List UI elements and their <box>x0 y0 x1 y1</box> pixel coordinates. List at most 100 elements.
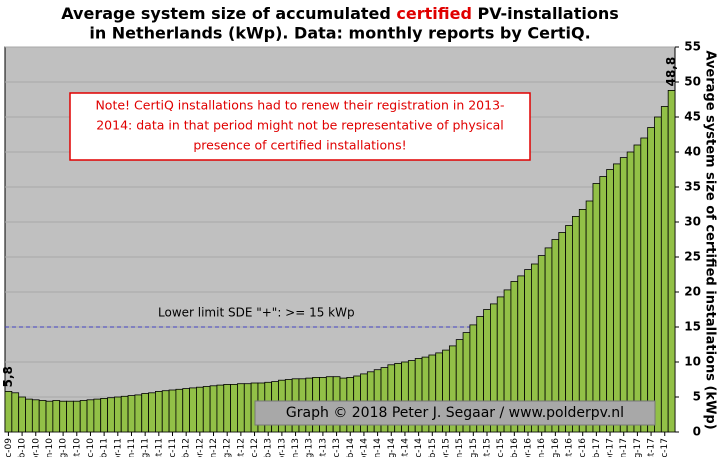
bar <box>141 393 149 433</box>
x-tick-label: Aug-14 <box>387 438 397 457</box>
x-tick-label: Apr-12 <box>195 438 205 457</box>
x-tick-label: Jun-17 <box>619 438 629 457</box>
y-axis-label: Average system size of certified install… <box>703 50 718 429</box>
bar <box>660 106 669 433</box>
bar <box>38 400 47 433</box>
y-tick-label: 5 <box>693 390 701 404</box>
bar <box>11 392 20 433</box>
bar <box>189 387 197 433</box>
bar <box>168 389 177 433</box>
bar <box>79 400 88 433</box>
x-tick-label: Feb-15 <box>428 438 438 457</box>
x-tick-label: Oct-11 <box>154 438 164 457</box>
x-tick-label: Aug-10 <box>59 438 69 457</box>
x-tick-label: Dec-12 <box>250 438 260 457</box>
x-tick-label: Apr-13 <box>277 438 287 457</box>
bar <box>155 390 163 433</box>
x-tick-label: Feb-12 <box>182 438 192 457</box>
x-tick-label: Jun-16 <box>537 438 547 457</box>
x-tick-label: Jun-10 <box>45 438 55 457</box>
title-highlight: certified <box>396 4 472 23</box>
x-tick-label: Dec-11 <box>168 438 178 457</box>
bar <box>148 392 156 433</box>
x-tick-label: Feb-11 <box>100 438 110 457</box>
bar <box>175 388 184 433</box>
bar <box>647 127 655 433</box>
x-tick-label: Aug-16 <box>551 438 561 457</box>
bar <box>216 384 225 433</box>
y-tick-label: 50 <box>684 75 701 89</box>
x-tick-label: Oct-16 <box>565 438 575 457</box>
title-part: Average system size of accumulated <box>61 4 396 23</box>
y-tick-label: 55 <box>684 40 701 54</box>
x-tick-label: Jun-15 <box>455 438 465 457</box>
bar <box>196 386 204 433</box>
bar <box>134 394 143 433</box>
bar <box>182 388 190 433</box>
x-tick-label: Apr-16 <box>524 438 534 457</box>
bar <box>667 90 676 433</box>
y-tick-label: 0 <box>693 425 701 439</box>
bar <box>599 176 608 433</box>
note-box <box>69 92 531 161</box>
credit-text: Graph © 2018 Peter J. Segaar / www.polde… <box>286 405 624 421</box>
bar <box>613 163 621 433</box>
y-tick-label: 45 <box>684 110 701 124</box>
bar <box>230 383 238 433</box>
x-tick-label: Aug-11 <box>141 438 151 457</box>
x-tick-label: Oct-17 <box>647 438 657 457</box>
x-tick-label: Jun-13 <box>291 438 301 457</box>
bar <box>223 383 232 433</box>
x-tick-label: Dec-13 <box>332 438 342 457</box>
note-text: 2014: data in that period might not be r… <box>96 118 504 133</box>
bar <box>578 208 587 433</box>
bar <box>127 395 136 433</box>
x-tick-label: Apr-14 <box>359 438 369 457</box>
x-tick-label: Oct-13 <box>318 438 328 457</box>
x-tick-label: Jun-12 <box>209 438 219 457</box>
bar <box>619 157 628 433</box>
bar <box>120 395 129 433</box>
bar <box>633 144 642 433</box>
bar <box>113 396 122 433</box>
y-tick-label: 15 <box>684 320 701 334</box>
bar <box>202 386 211 433</box>
bar <box>107 397 115 433</box>
x-tick-label: Apr-15 <box>441 438 451 457</box>
reference-label: Lower limit SDE "+": >= 15 kWp <box>158 306 355 320</box>
bar <box>52 400 61 433</box>
bar <box>640 137 649 433</box>
x-tick-label: Aug-17 <box>633 438 643 457</box>
bar <box>100 397 108 433</box>
x-tick-label: Jun-11 <box>127 438 137 457</box>
x-tick-label: Aug-15 <box>469 438 479 457</box>
bar <box>243 383 252 433</box>
bar <box>592 183 601 433</box>
x-tick-label: Aug-13 <box>305 438 315 457</box>
x-tick-label: Jun-14 <box>373 438 383 457</box>
chart-title: in Netherlands (kWp). Data: monthly repo… <box>89 24 590 43</box>
bar <box>626 151 635 433</box>
title-part: PV-installations <box>472 4 619 23</box>
x-tick-label: Oct-14 <box>400 438 410 457</box>
x-tick-label: Dec-17 <box>660 438 670 457</box>
bar <box>585 200 594 433</box>
bar <box>209 385 218 433</box>
bar <box>18 396 26 433</box>
x-tick-label: Dec-10 <box>86 438 96 457</box>
note-text: presence of certified installations! <box>193 138 406 153</box>
x-tick-label: Feb-17 <box>592 438 602 457</box>
value-label: 48,8 <box>664 57 678 87</box>
value-label: 5,8 <box>1 366 15 387</box>
bar <box>31 399 40 433</box>
x-tick-label: Dec-15 <box>496 438 506 457</box>
x-tick-label: Feb-14 <box>346 438 356 457</box>
x-tick-label: Dec-16 <box>578 438 588 457</box>
credit-box <box>254 400 656 426</box>
bar <box>45 400 54 433</box>
bar <box>606 169 614 433</box>
note-text: Note! CertiQ installations had to renew … <box>95 98 504 113</box>
y-tick-label: 25 <box>684 250 701 264</box>
x-tick-label: Oct-15 <box>482 438 492 457</box>
